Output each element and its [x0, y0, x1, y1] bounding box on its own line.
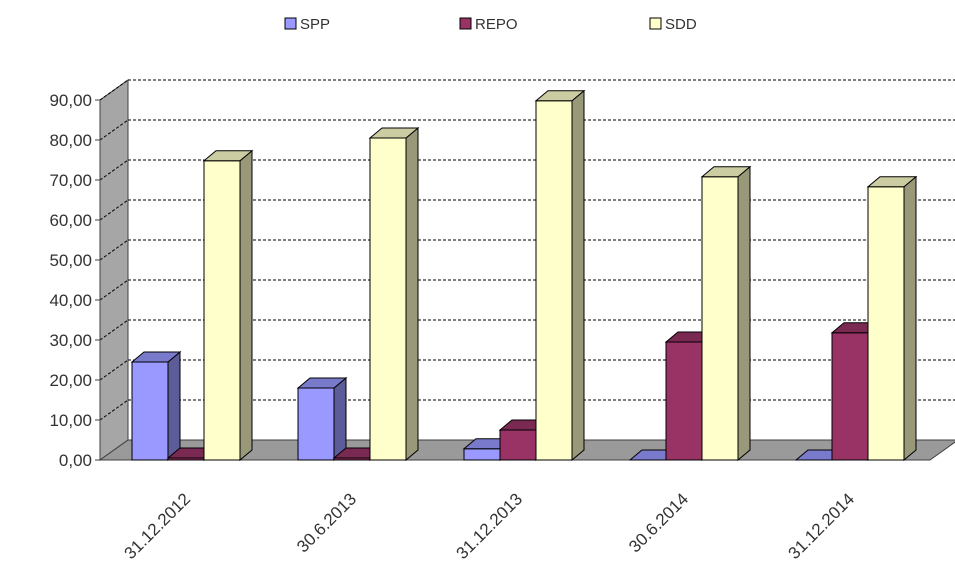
gridline-side	[99, 399, 129, 421]
bar-top-sdd	[700, 166, 752, 178]
legend-label-spp: SPP	[300, 16, 330, 33]
legend-label-repo: REPO	[475, 16, 518, 33]
x-tick-label: 31.12.2013	[453, 489, 527, 563]
bar-side-sdd	[571, 89, 585, 462]
bar-top-sdd	[866, 176, 918, 188]
bar-top-sdd	[368, 127, 420, 139]
gridline-side	[99, 159, 129, 181]
x-tick-label: 31.12.2014	[785, 489, 859, 563]
gridline-side	[99, 119, 129, 141]
y-tick-label: 60,00	[49, 211, 92, 230]
x-tick-label: 30.6.2014	[625, 489, 692, 556]
gridline-side	[99, 359, 129, 381]
bar-sdd	[701, 176, 739, 461]
bar-side-spp	[333, 376, 347, 462]
legend-label-sdd: SDD	[665, 16, 697, 33]
bar-sdd	[369, 137, 407, 461]
bar-sdd	[535, 100, 573, 461]
y-tick-label: 70,00	[49, 171, 92, 190]
bar-top-sdd	[202, 150, 254, 162]
bar-top-spp	[296, 377, 348, 389]
x-tick-label: 31.12.2012	[121, 489, 195, 563]
bar-sdd	[203, 160, 241, 461]
legend-swatch-sdd	[649, 17, 662, 30]
x-axis-ticks: 31.12.2012 30.6.2013 31.12.2013 30.6.2014 31…	[121, 489, 859, 563]
bar-side-sdd	[903, 175, 917, 462]
gridline-side	[99, 319, 129, 341]
y-axis-ticks: 0,00 10,00 20,00 30,00 40,00 50,00 60,00 70,00 8…	[49, 91, 101, 470]
y-tick-label: 30,00	[49, 331, 92, 350]
gridline-side	[99, 279, 129, 301]
bar-side-sdd	[737, 165, 751, 462]
bar-top-spp	[130, 351, 182, 363]
y-tick-label: 40,00	[49, 291, 92, 310]
y-tick-label: 90,00	[49, 91, 92, 110]
y-tick-label: 20,00	[49, 371, 92, 390]
bar-repo	[831, 332, 869, 461]
bar-spp	[131, 361, 169, 461]
bar-repo	[499, 429, 537, 461]
gridline-side	[99, 199, 129, 221]
gridline-side	[99, 239, 129, 261]
gridline-side	[99, 79, 129, 101]
bar-top-sdd	[534, 90, 586, 102]
bar-side-sdd	[239, 149, 253, 462]
bar-spp	[463, 448, 501, 461]
bar-side-sdd	[405, 126, 419, 462]
y-tick-label: 0,00	[59, 451, 92, 470]
y-tick-label: 80,00	[49, 131, 92, 150]
bar-sdd	[867, 186, 905, 461]
legend-swatch-spp	[284, 17, 297, 30]
legend-swatch-repo	[459, 17, 472, 30]
bar-spp	[297, 387, 335, 461]
y-tick-label: 10,00	[49, 411, 92, 430]
y-tick-label: 50,00	[49, 251, 92, 270]
legend: SPP REPO SDD	[284, 16, 697, 33]
bar-repo	[665, 341, 703, 461]
bars	[130, 89, 918, 462]
bar-side-spp	[167, 350, 181, 462]
x-tick-label: 30.6.2013	[293, 489, 360, 556]
